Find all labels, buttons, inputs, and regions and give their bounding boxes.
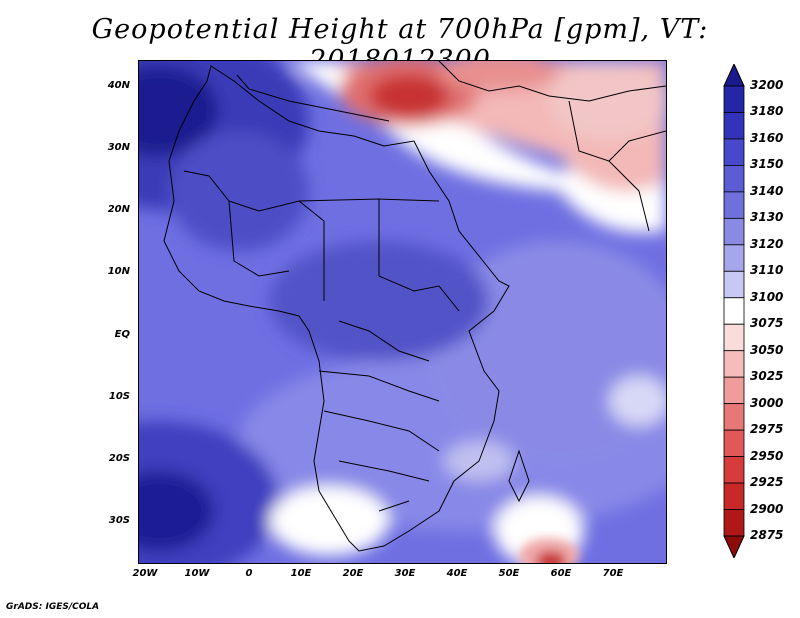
colorbar-swatch [723, 297, 745, 325]
lat-tick-label: 40N [107, 80, 130, 91]
grads-credit: GrADS: IGES/COLA [6, 602, 100, 612]
colorbar-swatch [723, 350, 745, 378]
colorbar-swatch [723, 323, 745, 352]
colorbar-level-label: 2900 [750, 501, 784, 516]
field-contours [139, 61, 666, 563]
colorbar-level-label: 3110 [750, 263, 784, 278]
colorbar-swatch [723, 138, 745, 166]
colorbar-swatch [723, 85, 745, 113]
colorbar-level-label: 3075 [750, 316, 784, 331]
colorbar-level-label: 3180 [750, 104, 784, 119]
lon-tick-label: 10W [184, 568, 210, 579]
colorbar-level-label: 3200 [750, 78, 784, 92]
colorbar-level-label: 3050 [750, 342, 784, 357]
colorbar-swatch [723, 376, 745, 405]
colorbar-level-label: 3140 [750, 183, 784, 198]
coastlines [163, 61, 666, 552]
colorbar-top-arrow [723, 64, 745, 87]
colorbar-level-label: 2975 [750, 422, 784, 437]
colorbar-level-label: 3000 [750, 395, 784, 410]
lon-tick-label: 70E [602, 568, 624, 579]
colorbar-bottom-arrow [723, 535, 745, 558]
geopotential-field [139, 61, 666, 563]
colorbar-level-label: 3160 [750, 130, 784, 145]
colorbar-swatch [723, 456, 745, 484]
colorbar-swatch [723, 482, 745, 510]
colorbar-swatch [723, 429, 745, 457]
colorbar-level-label: 3120 [750, 236, 784, 251]
colorbar-swatch [723, 112, 745, 140]
colorbar-swatch [723, 270, 745, 299]
lon-tick-label: 30E [394, 568, 416, 579]
colorbar-swatch [723, 217, 745, 246]
colorbar-level-label: 2925 [750, 475, 784, 490]
colorbar-swatch [723, 403, 745, 431]
colorbar [723, 64, 745, 558]
colorbar-level-label: 2950 [750, 448, 784, 463]
lat-tick-label: 30N [107, 142, 130, 153]
colorbar-swatch [723, 191, 745, 219]
colorbar-level-label: 3130 [750, 210, 784, 225]
colorbar-swatch [723, 165, 745, 193]
colorbar-level-label: 3025 [750, 369, 784, 384]
lon-tick-label: 40E [446, 568, 468, 579]
colorbar-level-label: 3100 [750, 289, 784, 304]
colorbar-level-label: 3150 [750, 157, 784, 172]
map-plot-area [138, 60, 667, 564]
lon-tick-label: 0 [245, 568, 253, 579]
colorbar-swatch [723, 509, 745, 537]
colorbar-swatch [723, 244, 745, 272]
lon-tick-label: 20E [342, 568, 364, 579]
lat-tick-label: 10N [107, 266, 130, 277]
lat-tick-label: 20S [108, 453, 130, 464]
lat-tick-label: 20N [107, 204, 130, 215]
colorbar-level-label: 2875 [750, 528, 784, 542]
lon-tick-label: 60E [550, 568, 572, 579]
lon-tick-label: 20W [132, 568, 158, 579]
low-center-south [519, 538, 579, 563]
lat-tick-label: EQ [114, 329, 130, 340]
lat-tick-label: 30S [108, 515, 130, 526]
lon-tick-label: 10E [290, 568, 312, 579]
lon-tick-label: 50E [498, 568, 520, 579]
lat-tick-label: 10S [108, 391, 130, 402]
